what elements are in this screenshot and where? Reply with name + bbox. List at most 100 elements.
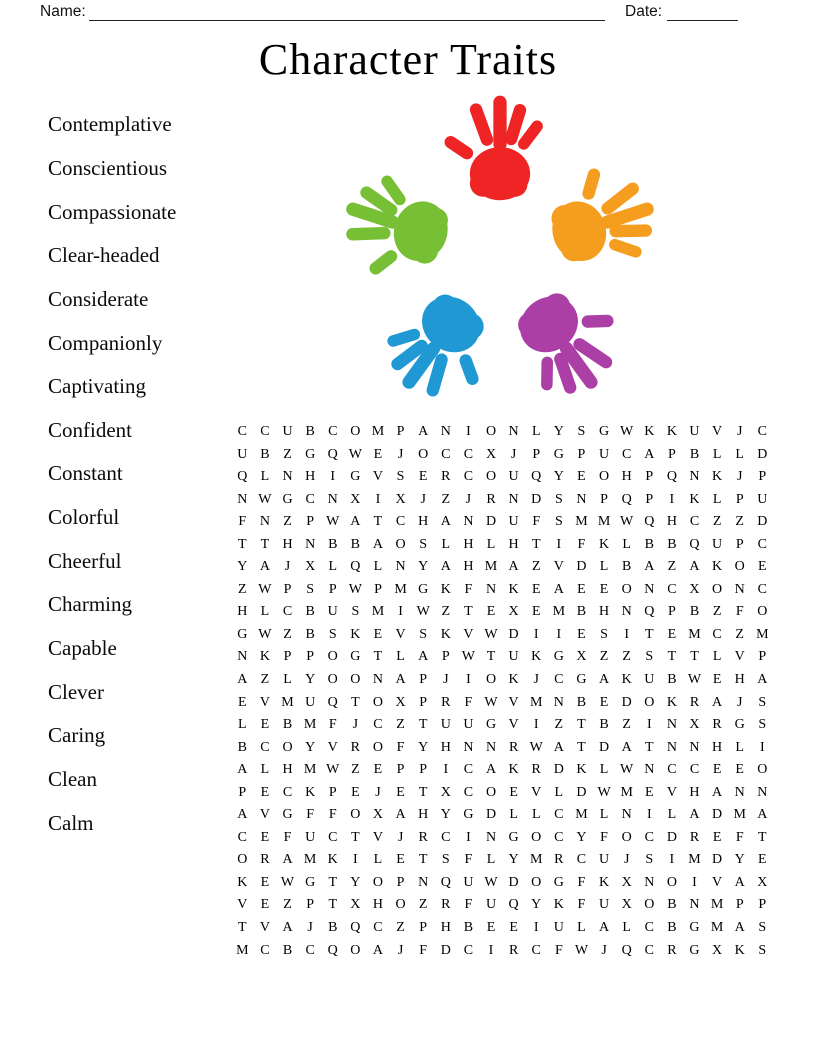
grid-letter: J [375,784,381,800]
grid-letter: W [620,762,634,778]
grid-letter: S [554,491,563,507]
grid-letter: P [441,649,450,665]
grid-letter: F [577,897,586,913]
grid-letter: Q [621,942,632,958]
grid-letter: E [577,626,586,642]
grid-letter: T [577,739,586,755]
grid-letter: A [598,920,610,936]
grid-letter: N [440,424,451,439]
grid-letter: L [531,807,541,823]
grid-letter: V [712,424,723,439]
grid-letter: J [352,717,359,733]
grid-letter: F [600,829,608,845]
grid-letter: U [712,536,723,552]
grid-letter: U [689,424,700,439]
grid-letter: S [554,514,563,530]
grid-letter: Z [396,717,405,733]
grid-letter: L [599,762,609,778]
grid-letter: L [486,536,496,552]
grid-letter: L [328,559,338,575]
grid-letter: C [644,942,654,958]
grid-letter: R [554,852,564,868]
grid-letter: N [734,581,745,597]
grid-letter: X [621,874,632,890]
grid-letter: C [531,942,541,958]
grid-letter: F [328,717,337,733]
grid-letter: Z [283,446,292,462]
grid-letter: R [418,829,428,845]
grid-letter: F [464,581,473,597]
grid-letter: N [553,694,564,710]
grid-letter: R [441,469,451,485]
grid-letter: E [577,581,586,597]
grid-letter: T [260,536,270,552]
grid-letter: W [416,604,430,620]
handprint-blue-icon [368,276,514,421]
grid-letter: H [598,604,610,620]
grid-letter: K [350,626,361,642]
grid-letter: O [644,694,655,710]
grid-letter: E [260,784,270,800]
grid-letter: R [508,739,519,755]
grid-letter: C [644,920,654,936]
grid-letter: A [395,807,406,823]
grid-letter: C [463,784,474,800]
grid-letter: B [576,694,587,710]
grid-letter: Q [327,446,338,462]
word-list-item: Companionly [48,330,163,355]
grid-letter: Z [531,559,541,575]
grid-letter: P [758,897,767,913]
grid-letter: Y [418,559,429,575]
grid-letter: E [260,829,270,845]
grid-letter: B [282,942,293,958]
grid-letter: N [305,536,316,552]
word-list-item: Colorful [48,505,120,530]
grid-letter: G [463,807,474,823]
grid-letter: X [508,604,519,620]
grid-letter: N [372,672,384,688]
grid-letter: E [599,581,609,597]
grid-letter: Y [576,829,587,845]
grid-letter: B [260,446,270,462]
grid-letter: Z [441,604,451,620]
grid-letter: N [237,491,248,507]
grid-letter: I [669,852,675,868]
grid-letter: N [689,469,700,485]
grid-letter: C [305,491,315,507]
grid-letter: A [689,559,700,575]
grid-letter: C [282,784,293,800]
grid-letter: C [441,829,451,845]
grid-letter: L [735,446,744,462]
grid-letter: P [328,581,337,597]
grid-letter: T [328,897,338,913]
grid-letter: C [260,942,270,958]
grid-letter: R [441,694,451,710]
grid-letter: H [372,897,384,913]
grid-letter: N [395,559,406,575]
grid-letter: Q [350,920,361,936]
grid-letter: L [622,536,631,552]
grid-letter: B [305,424,315,439]
grid-letter: C [463,942,474,958]
grid-letter: P [419,762,428,778]
grid-letter: Q [666,469,677,485]
grid-letter: G [689,942,700,958]
grid-letter: B [328,536,338,552]
grid-letter: I [692,874,697,890]
grid-letter: T [644,739,654,755]
grid-letter: F [735,829,744,845]
date-fill-line [667,0,738,21]
grid-letter: H [305,469,316,485]
grid-letter: U [282,424,293,439]
grid-letter: N [463,739,474,755]
grid-letter: M [303,762,317,778]
grid-letter: T [758,829,767,845]
grid-letter: H [418,807,429,823]
grid-letter: E [531,604,541,620]
grid-letter: P [306,897,315,913]
grid-letter: T [328,874,338,890]
grid-letter: E [712,672,722,688]
